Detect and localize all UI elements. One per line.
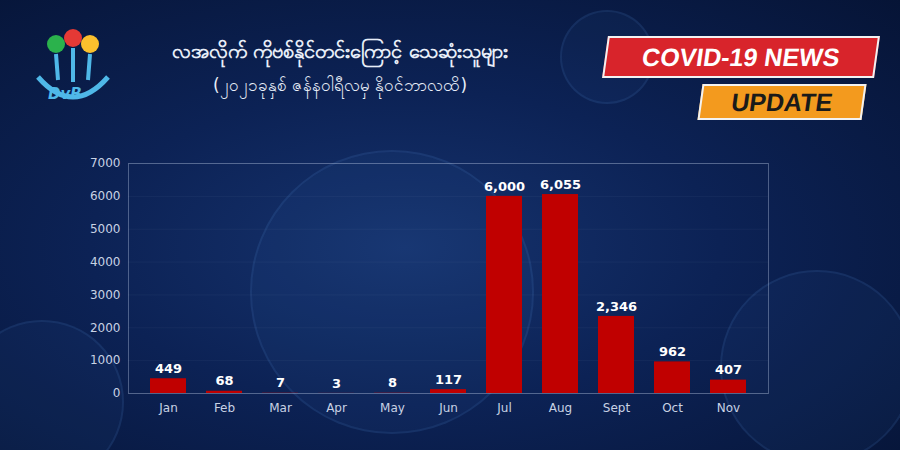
svg-text:Apr: Apr [326, 401, 347, 415]
svg-text:4000: 4000 [90, 255, 121, 269]
svg-text:Jun: Jun [438, 401, 458, 415]
svg-text:7000: 7000 [90, 156, 121, 170]
svg-text:117: 117 [435, 372, 462, 387]
svg-text:3000: 3000 [90, 288, 121, 302]
svg-text:8: 8 [388, 375, 397, 390]
svg-text:0: 0 [113, 386, 121, 400]
svg-text:6,055: 6,055 [540, 177, 581, 192]
html-text:COVID-19 NEWS: COVID-19 NEWS [640, 43, 842, 71]
svg-text:68: 68 [215, 373, 233, 388]
svg-text:962: 962 [659, 344, 686, 359]
svg-text:407: 407 [715, 362, 742, 377]
svg-text:5000: 5000 [90, 222, 121, 236]
svg-text:6000: 6000 [90, 189, 121, 203]
svg-text:Sept: Sept [603, 401, 631, 415]
svg-text:Jan: Jan [158, 401, 178, 415]
svg-text:Feb: Feb [214, 401, 235, 415]
svg-text:Jul: Jul [496, 401, 511, 415]
svg-text:7: 7 [276, 375, 285, 390]
html-text:(၂၀၂၁ခုနှစ် ဇန်နဝါရီလမှ နိုဝင်: (၂၀၂၁ခုနှစ် ဇန်နဝါရီလမှ နိုဝင်ဘာလထိ) [213, 75, 467, 95]
svg-text:Nov: Nov [717, 401, 740, 415]
svg-text:6,000: 6,000 [484, 179, 525, 194]
svg-text:2,346: 2,346 [596, 299, 637, 314]
svg-text:May: May [380, 401, 405, 415]
html-text:လအလိုက် ကိုဗစ်နိုင်တင်းကြောင့်: လအလိုက် ကိုဗစ်နိုင်တင်းကြောင့် သေဆုံးသူမ… [171, 39, 509, 63]
svg-text:Mar: Mar [269, 401, 292, 415]
svg-text:2000: 2000 [90, 321, 121, 335]
svg-text:1000: 1000 [90, 353, 121, 367]
svg-text:3: 3 [332, 376, 341, 391]
html-text:UPDATE: UPDATE [729, 88, 835, 116]
svg-text:Oct: Oct [662, 401, 683, 415]
svg-text:Aug: Aug [549, 401, 572, 415]
html-text:DvB: DvB [48, 85, 82, 103]
svg-text:449: 449 [155, 361, 182, 376]
